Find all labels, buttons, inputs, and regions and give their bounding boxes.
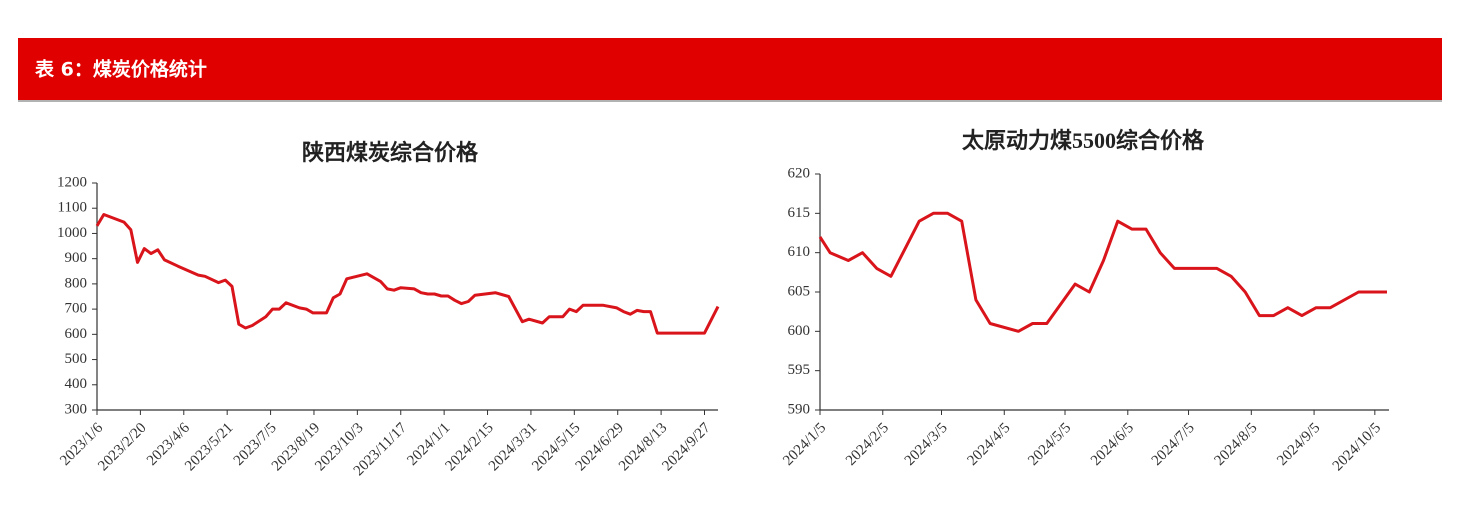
x-tick-label: 2024/6/5: [1088, 420, 1137, 469]
y-tick-label: 700: [65, 301, 88, 317]
x-tick-label: 2024/2/5: [843, 420, 892, 469]
y-tick-label: 1200: [57, 174, 87, 190]
y-tick-label: 610: [788, 244, 811, 260]
x-tick-label: 2024/7/5: [1149, 420, 1198, 469]
x-tick-label: 2024/5/5: [1025, 420, 1074, 469]
x-tick-label: 2024/9/5: [1274, 420, 1323, 469]
x-tick-label: 2024/4/5: [964, 420, 1013, 469]
header-bar: [18, 38, 1442, 100]
x-tick-label: 2023/2/20: [95, 420, 149, 474]
y-tick-label: 600: [788, 323, 811, 339]
y-tick-label: 620: [788, 165, 811, 181]
x-tick-label: 2024/1/5: [780, 420, 829, 469]
chart-title: 陕西煤炭综合价格: [302, 140, 479, 165]
y-tick-label: 500: [65, 351, 88, 367]
x-tick-label: 2024/10/5: [1330, 420, 1384, 474]
y-tick-label: 600: [65, 326, 88, 342]
y-tick-label: 590: [788, 401, 811, 417]
y-tick-label: 1000: [57, 225, 87, 241]
y-tick-label: 800: [65, 275, 88, 291]
x-tick-label: 2023/5/21: [182, 420, 236, 474]
x-tick-label: 2024/3/5: [902, 420, 951, 469]
x-tick-label: 2024/8/5: [1212, 420, 1261, 469]
y-tick-label: 300: [65, 401, 88, 417]
y-tick-label: 595: [788, 362, 811, 378]
y-tick-label: 605: [788, 283, 811, 299]
x-tick-label: 2024/9/27: [659, 420, 714, 475]
header-title: 表 6：煤炭价格统计: [35, 58, 207, 81]
y-tick-label: 900: [65, 250, 88, 266]
line-series: [818, 211, 1387, 333]
y-tick-label: 615: [788, 205, 811, 221]
chart-title: 太原动力煤5500综合价格: [962, 128, 1205, 153]
y-tick-label: 1100: [58, 200, 87, 216]
line-series: [95, 213, 720, 335]
y-tick-label: 400: [65, 376, 88, 392]
